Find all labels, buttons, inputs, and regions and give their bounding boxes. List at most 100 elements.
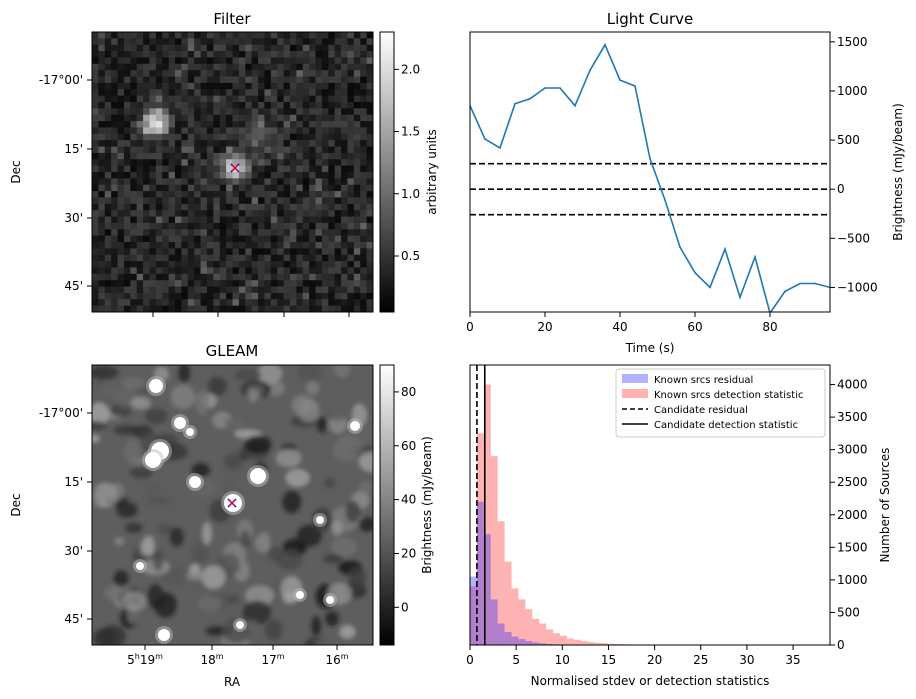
- filter-pixel: [296, 165, 304, 173]
- filter-pixel: [162, 292, 170, 300]
- filter-pixel: [245, 32, 253, 39]
- filter-pixel: [213, 229, 221, 237]
- histogram-bar: [601, 643, 609, 645]
- filter-pixel: [117, 254, 125, 262]
- filter-pixel: [277, 82, 284, 90]
- filter-pixel: [98, 57, 106, 65]
- filter-pixel: [251, 229, 259, 237]
- filter-pixel: [175, 63, 182, 71]
- filter-pixel: [219, 44, 227, 52]
- filter-pixel: [277, 51, 284, 58]
- filter-pixel: [219, 184, 227, 192]
- gleam-noise-blob: [123, 439, 141, 465]
- filter-pixel: [245, 82, 253, 90]
- gleam-source: [186, 428, 194, 436]
- filter-pixel: [187, 133, 195, 141]
- filter-pixel: [181, 222, 189, 230]
- filter-pixel: [353, 63, 361, 71]
- filter-pixel: [264, 76, 272, 84]
- gleam-noise-blob: [121, 376, 146, 391]
- histogram-bar: [504, 561, 512, 645]
- gleam-source: [250, 468, 266, 484]
- filter-pixel: [232, 273, 240, 281]
- filter-pixel: [194, 108, 201, 116]
- filter-pixel: [213, 299, 221, 307]
- filter-pixel: [302, 191, 310, 198]
- gleam-noise-blob: [113, 570, 129, 588]
- filter-pixel: [309, 178, 316, 186]
- filter-pixel: [187, 261, 195, 268]
- filter-pixel: [334, 191, 342, 198]
- gleam-noise-blob: [116, 502, 138, 518]
- filter-pixel: [200, 102, 208, 109]
- filter-pixel: [98, 280, 106, 287]
- filter-pixel: [117, 108, 125, 116]
- gleam-noise-blob: [240, 530, 251, 549]
- filter-pixel: [270, 44, 278, 52]
- filter-pixel: [245, 152, 253, 160]
- colorbar-tick-label: 1.5: [401, 125, 420, 139]
- filter-pixel: [334, 127, 342, 135]
- filter-pixel: [270, 254, 278, 262]
- filter-pixel: [321, 172, 329, 179]
- filter-pixel: [328, 95, 336, 103]
- filter-pixel: [315, 203, 323, 211]
- filter-pixel: [143, 235, 150, 243]
- filter-pixel: [187, 70, 195, 77]
- filter-pixel: [117, 82, 125, 90]
- filter-pixel: [175, 242, 182, 249]
- filter-pixel: [123, 292, 131, 300]
- filter-pixel: [347, 267, 355, 275]
- filter-pixel: [219, 165, 227, 173]
- filter-colorbar: [379, 31, 395, 313]
- filter-pixel: [143, 191, 150, 198]
- filter-pixel: [289, 248, 297, 256]
- filter-pixel: [334, 108, 342, 116]
- filter-pixel: [162, 76, 170, 84]
- filter-pixel: [219, 299, 227, 307]
- filter-pixel: [181, 114, 189, 122]
- filter-pixel: [149, 57, 157, 65]
- filter-pixel: [232, 57, 240, 65]
- filter-pixel: [270, 280, 278, 287]
- filter-pixel: [309, 63, 316, 71]
- filter-pixel: [162, 286, 170, 294]
- filter-pixel: [143, 165, 150, 173]
- filter-pixel: [187, 191, 195, 198]
- filter-pixel: [155, 70, 163, 77]
- filter-pixel: [187, 159, 195, 167]
- filter-pixel: [98, 121, 106, 128]
- filter-pixel: [194, 178, 201, 186]
- filter-pixel: [341, 108, 348, 116]
- filter-pixel: [328, 114, 336, 122]
- hist-x-tick-label: 15: [601, 653, 616, 667]
- filter-pixel: [175, 152, 182, 160]
- filter-pixel: [98, 261, 106, 268]
- filter-pixel: [328, 32, 336, 39]
- filter-pixel: [283, 57, 291, 65]
- filter-pixel: [258, 159, 265, 167]
- filter-pixel: [277, 127, 284, 135]
- filter-pixel: [245, 197, 253, 205]
- filter-pixel: [289, 114, 297, 122]
- filter-pixel: [315, 242, 323, 249]
- filter-pixel: [219, 273, 227, 281]
- filter-pixel: [353, 95, 361, 103]
- filter-pixel: [206, 280, 214, 287]
- filter-pixel: [302, 159, 310, 167]
- filter-pixel: [200, 133, 208, 141]
- filter-pixel: [123, 172, 131, 179]
- filter-pixel: [277, 102, 284, 109]
- filter-pixel: [130, 197, 138, 205]
- filter-pixel: [98, 82, 106, 90]
- filter-pixel: [149, 292, 157, 300]
- gleam-noise-blob: [130, 396, 151, 410]
- filter-pixel: [111, 32, 118, 39]
- filter-pixel: [315, 273, 323, 281]
- filter-pixel: [213, 178, 221, 186]
- filter-pixel: [111, 299, 118, 307]
- filter-pixel: [258, 89, 265, 97]
- filter-pixel: [321, 121, 329, 128]
- filter-pixel: [155, 254, 163, 262]
- filter-pixel: [92, 152, 99, 160]
